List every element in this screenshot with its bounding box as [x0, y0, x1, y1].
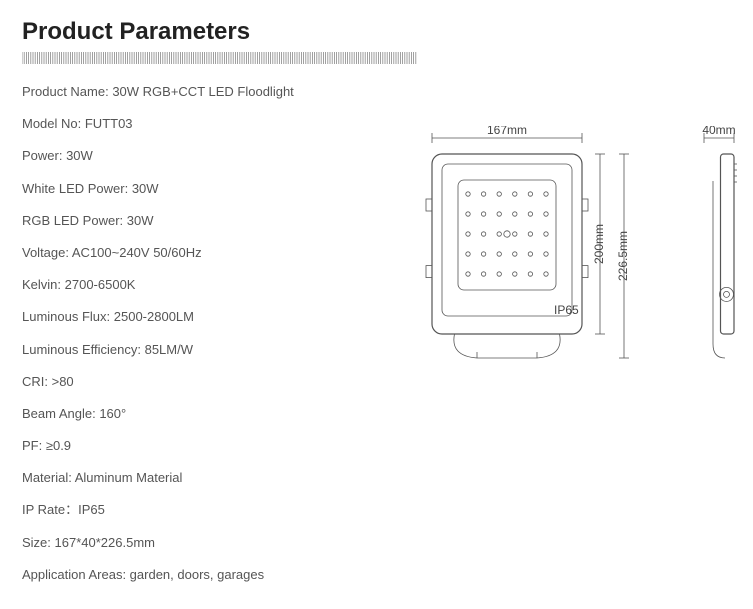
spec-row: RGB LED Power: 30W — [22, 205, 402, 237]
spec-row: Luminous Efficiency: 85LM/W — [22, 334, 402, 366]
spec-row: Size: 167*40*226.5mm — [22, 527, 402, 559]
svg-text:226.5mm: 226.5mm — [616, 231, 630, 281]
diagram-front-view: 167mm IP65 200mm 226.5mm — [422, 126, 657, 386]
diagram-area: 167mm IP65 200mm 226.5mm 40mm — [402, 76, 752, 386]
hatched-divider — [22, 52, 731, 66]
spec-row: IP Rate：IP65 — [22, 494, 402, 526]
spec-row: Application Areas: garden, doors, garage… — [22, 559, 402, 591]
spec-row: Power: 30W — [22, 140, 402, 172]
svg-text:200mm: 200mm — [592, 224, 606, 264]
spec-row: Voltage: AC100~240V 50/60Hz — [22, 237, 402, 269]
spec-row: Product Name: 30W RGB+CCT LED Floodlight — [22, 76, 402, 108]
spec-row: Material: Aluminum Material — [22, 462, 402, 494]
spec-row: Model No: FUTT03 — [22, 108, 402, 140]
spec-row: Luminous Flux: 2500-2800LM — [22, 301, 402, 333]
spec-list: Product Name: 30W RGB+CCT LED Floodlight… — [22, 76, 402, 591]
svg-text:40mm: 40mm — [702, 126, 735, 137]
spec-row: PF: ≥0.9 — [22, 430, 402, 462]
spec-row: CRI: >80 — [22, 366, 402, 398]
page-title: Product Parameters — [22, 18, 731, 46]
spec-row: White LED Power: 30W — [22, 173, 402, 205]
spec-row: Beam Angle: 160° — [22, 398, 402, 430]
diagram-side-view: 40mm — [687, 126, 752, 386]
spec-row: Kelvin: 2700-6500K — [22, 269, 402, 301]
svg-text:167mm: 167mm — [487, 126, 527, 137]
svg-text:IP65: IP65 — [554, 303, 579, 317]
